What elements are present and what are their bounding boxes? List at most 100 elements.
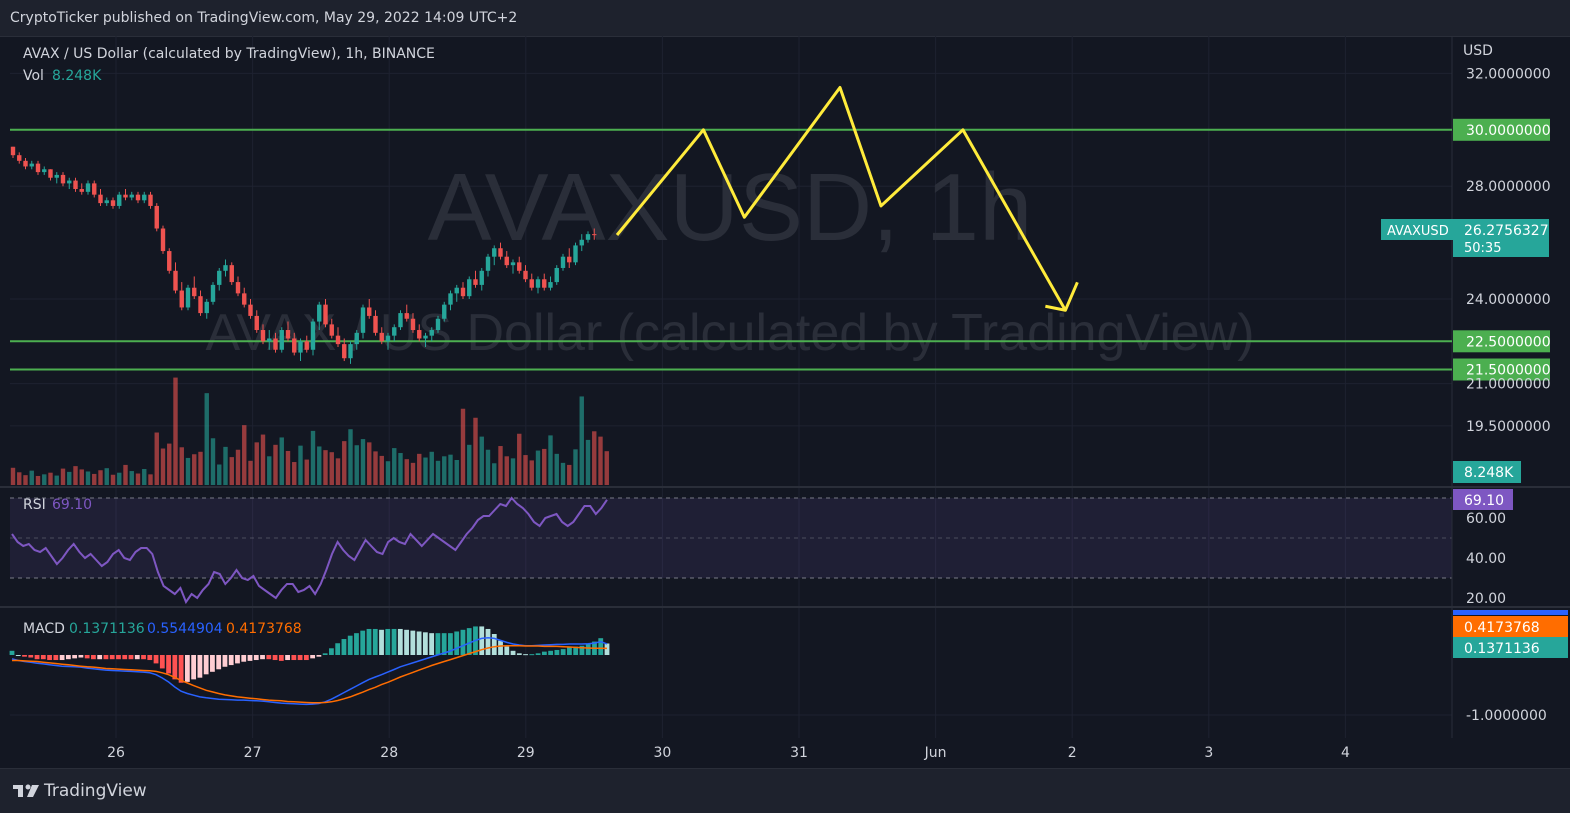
y-tick-label: 19.5000000: [1466, 419, 1551, 435]
macd-histogram-bar: [216, 655, 222, 670]
volume-bar: [379, 455, 384, 485]
macd-tick-label: -1.0000000: [1466, 708, 1547, 724]
macd-line: [11, 637, 608, 706]
candle-body: [367, 307, 372, 316]
macd-histogram-bar: [40, 655, 46, 660]
macd-histogram-bar: [28, 655, 34, 658]
chart-title: AVAX / US Dollar (calculated by TradingV…: [23, 46, 435, 62]
macd-histogram-bar: [103, 655, 109, 660]
brand-name[interactable]: TradingView: [44, 781, 147, 801]
candle-body: [485, 256, 491, 271]
x-tick-label: 4: [1341, 745, 1350, 761]
volume-bar: [142, 469, 147, 485]
candle-body: [504, 256, 509, 266]
macd-histogram-bar: [598, 638, 604, 655]
volume-bar: [254, 442, 259, 485]
candle-body: [160, 228, 166, 252]
volume-bar: [360, 439, 366, 485]
candle-body: [42, 169, 47, 173]
macd-histogram-bar: [329, 648, 334, 655]
trend-projection[interactable]: [615, 86, 1079, 312]
volume-bar: [310, 430, 316, 485]
volume-bar: [523, 455, 528, 485]
y-tick-label: 21.0000000: [1466, 377, 1551, 393]
candle-body: [304, 341, 309, 350]
macd-legend-value-hist: 0.1371136: [69, 621, 145, 637]
candle-body: [204, 301, 209, 314]
volume-bar: [567, 464, 572, 485]
macd-histogram-bar: [354, 633, 359, 655]
candle-body: [342, 344, 347, 359]
rsi-pane: [11, 496, 608, 605]
chart-canvas[interactable]: AVAXUSD, 1h AVAX / US Dollar (calculated…: [0, 0, 1570, 770]
volume-bar: [285, 450, 291, 485]
x-tick-label: 26: [107, 745, 125, 761]
macd-histogram-bar: [34, 655, 40, 660]
candle-body: [104, 200, 109, 204]
volume-bar: [435, 460, 441, 485]
macd-histogram-bar: [541, 651, 547, 655]
macd-histogram-bar: [141, 655, 146, 660]
volume-bar: [542, 448, 547, 485]
macd-histogram-bar: [510, 650, 516, 655]
volume-bar: [504, 456, 509, 485]
volume-bar: [229, 457, 234, 485]
candle-body: [573, 245, 578, 263]
candle-body: [92, 183, 97, 195]
macd-histogram-bar: [366, 628, 372, 655]
candle-body: [329, 324, 334, 336]
x-tick-label: Jun: [924, 745, 947, 761]
volume-bar: [235, 449, 241, 485]
candle-body: [10, 146, 16, 156]
candle-body: [585, 234, 591, 240]
candle-body: [110, 200, 116, 206]
macd-histogram-bar: [109, 655, 115, 660]
candle-body: [267, 338, 272, 342]
candle-body: [567, 256, 572, 263]
volume-bar: [173, 377, 178, 485]
volume-bar: [273, 444, 278, 485]
rsi-tick-label: 60.00: [1466, 511, 1506, 527]
candle-body: [467, 279, 472, 297]
candle-body: [279, 330, 284, 350]
macd-pane: [9, 626, 610, 706]
macd-histogram-bar: [491, 634, 497, 655]
candle-body: [479, 270, 484, 285]
candle-body: [523, 270, 528, 280]
level-tag: [1453, 330, 1550, 353]
candle-body: [548, 282, 553, 288]
candle-body: [429, 330, 434, 336]
macd-histogram-bar: [573, 646, 579, 655]
candle-body: [192, 287, 197, 297]
volume-bar: [323, 450, 328, 485]
candle-body: [285, 330, 291, 339]
volume-bar: [329, 452, 334, 485]
volume-bar: [335, 458, 341, 485]
volume-bar: [160, 448, 166, 485]
volume-bar: [148, 474, 153, 485]
candle-body: [73, 180, 78, 190]
projection-arrowhead[interactable]: [1045, 281, 1079, 312]
candle-body: [54, 174, 59, 178]
volume-bar: [60, 468, 66, 485]
candle-body: [560, 256, 566, 268]
last-price-value: 26.2756327: [1464, 223, 1549, 239]
tradingview-logo-icon[interactable]: [12, 782, 40, 800]
horizontal-levels[interactable]: 30.0000000 22.5000000 21.5000000: [10, 118, 1551, 381]
macd-histogram-bar: [253, 655, 259, 661]
macd-histogram-bar: [485, 628, 491, 655]
volume-bar: [185, 457, 191, 485]
candle-body: [385, 335, 391, 342]
macd-histogram-bar: [210, 655, 215, 672]
volume-bar: [423, 457, 428, 485]
volume-bar: [460, 408, 466, 485]
candle-body: [579, 239, 584, 246]
macd-histogram-bar: [59, 655, 65, 661]
projection-path[interactable]: [615, 86, 1067, 312]
candle-body: [554, 267, 559, 283]
volume-bar: [429, 451, 434, 485]
volume-bar: [67, 471, 72, 485]
macd-histogram-bar: [291, 655, 297, 661]
volume-bar: [404, 459, 409, 485]
candle-body: [142, 194, 147, 201]
